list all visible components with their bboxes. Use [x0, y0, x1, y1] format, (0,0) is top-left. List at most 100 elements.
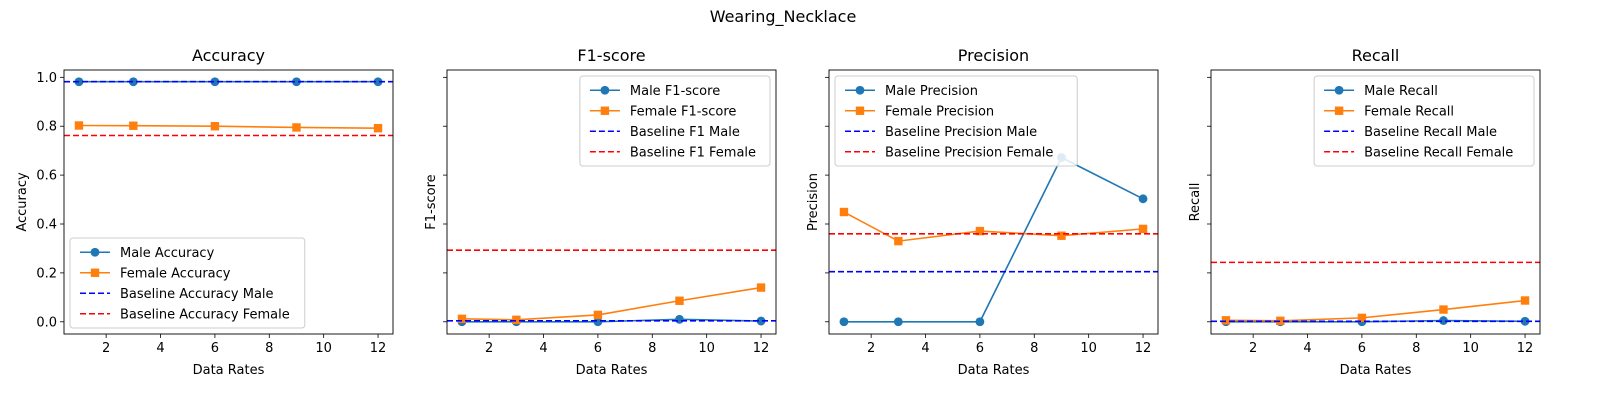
panel-3-xtick-label: 10	[1080, 341, 1097, 356]
panel-4-xtick-label: 8	[1412, 341, 1420, 356]
panel-4-legend-marker	[1334, 85, 1344, 95]
panel-4-xtick-label: 2	[1249, 341, 1257, 356]
panel-1-ytick-label: 0.4	[36, 218, 57, 233]
panel-2-series-2-marker	[457, 314, 467, 324]
panel-2-series-2-line	[461, 286, 762, 321]
panel-3-xlabel: Data Rates	[958, 363, 1030, 378]
panel-1-series-2-marker	[210, 122, 220, 131]
panel-3-xtick-label: 8	[1030, 341, 1038, 356]
panel-3-series-2-marker	[894, 236, 903, 246]
panel-1-xtick-label: 2	[102, 341, 110, 356]
panel-4-legend-label: Male Recall	[1364, 84, 1438, 99]
panel-4-series-1-marker	[1439, 316, 1448, 325]
panel-1-series-2-line	[78, 124, 379, 129]
panel-1-ylabel: Accuracy	[15, 172, 30, 232]
panel-3-series-2-marker	[1057, 231, 1066, 240]
panel-2-xlabel: Data Rates	[576, 363, 648, 378]
panel-2-xtick-label: 2	[485, 341, 493, 356]
panel-1-ytick-label: 0.6	[36, 169, 57, 184]
panel-2-ylabel: F1-score	[424, 174, 439, 229]
panel-3-series-1-marker	[893, 317, 903, 327]
panel-3-series-1-marker	[1138, 194, 1148, 204]
panel-1-plot-area	[64, 77, 393, 137]
panel-3-series-2-marker	[839, 207, 849, 217]
panel-2-legend-marker	[600, 85, 610, 95]
panel-2-xtick-label: 6	[594, 341, 602, 356]
panel-1-series-1-marker	[210, 77, 220, 87]
panel-1-legend-label: Female Accuracy	[120, 266, 231, 281]
panel-2-frame	[446, 69, 777, 335]
panel-4-plot-area	[1211, 261, 1540, 327]
panel-2-legend-label: Female F1-score	[630, 104, 737, 119]
panel-3-legend-label: Baseline Precision Male	[885, 125, 1037, 140]
panel-2-xtick-label: 12	[753, 341, 770, 356]
panel-4-legend-label: Baseline Recall Male	[1364, 125, 1497, 140]
panel-3-frame	[828, 69, 1159, 335]
panel-2-legend-label: Baseline F1 Male	[630, 125, 740, 140]
panel-4-legend-marker	[1334, 106, 1344, 115]
panel-2-legend-box	[579, 75, 771, 167]
panel-4-legend-box	[1313, 75, 1535, 167]
panel-1-title: Accuracy	[192, 46, 265, 65]
panel-1-xlabel: Data Rates	[193, 363, 265, 378]
panel-3: Precision 2 4 6 8 10 12 Data Rates Precision Male…	[806, 46, 1159, 378]
panel-2-xtick-label: 4	[539, 341, 547, 356]
panel-3-xtick-label: 4	[921, 341, 929, 356]
panel-2-series-2-marker	[756, 283, 766, 292]
panel-4-xtick-label: 6	[1358, 341, 1366, 356]
panel-1-legend-marker	[90, 268, 100, 277]
panel-4-xtick-label: 12	[1517, 341, 1534, 356]
panel-1-legend-label: Baseline Accuracy Male	[120, 287, 274, 302]
panel-3-series-2-line	[843, 211, 1144, 242]
panel-4-xtick-label: 4	[1303, 341, 1311, 356]
panel-2: F1-score 2 4 6 8 10 12 Data Rates F1-score Male F…	[424, 46, 777, 378]
panel-2-xtick-label: 10	[698, 341, 715, 356]
panel-2-series-1-marker	[756, 316, 766, 326]
panel-3-series-1-marker	[975, 317, 985, 327]
panel-1-series-1-marker	[292, 77, 301, 87]
panel-4-legend: Male Recall Female Recall Baseline Recall …	[1313, 75, 1535, 167]
panel-3-xtick-label: 6	[976, 341, 984, 356]
panel-1-series-2-marker	[373, 123, 383, 133]
panel-1-series-2-marker	[74, 121, 84, 130]
panel-3-legend-box	[834, 75, 1078, 167]
panel-1-series-1-marker	[128, 77, 138, 87]
panel-3-legend-marker	[855, 106, 865, 115]
panel-2-xtick-label: 8	[648, 341, 656, 356]
panel-1-series-2-marker	[129, 121, 138, 130]
panel-2-legend-label: Baseline F1 Female	[630, 145, 756, 160]
panel-2-plot-area	[447, 249, 776, 327]
panel-2-series-1-marker	[675, 314, 684, 324]
panel-4-series-2-marker	[1221, 316, 1231, 325]
panel-1-xtick-label: 12	[370, 341, 387, 356]
panel-1: Accuracy 2 4 6 8 10 12 0.0 0.2 0.4 0.6 0.8 1.0 Data R…	[15, 46, 394, 378]
panel-4: Recall 2 4 6 8 10 12 Data Rates Recall Male Recal…	[1188, 46, 1541, 378]
panel-3-xtick-label: 2	[867, 341, 875, 356]
panel-4-series-2-marker	[1439, 305, 1448, 314]
panel-1-series-2-marker	[292, 123, 301, 132]
panel-1-xtick-label: 4	[156, 341, 164, 356]
panel-4-legend-label: Baseline Recall Female	[1364, 145, 1513, 160]
panel-1-legend-marker	[90, 247, 100, 257]
panel-4-xlabel: Data Rates	[1340, 363, 1412, 378]
panel-1-legend: Male Accuracy Female Accuracy Baseline Acc…	[69, 237, 306, 329]
panel-1-series-1-marker	[373, 77, 383, 87]
panel-2-series-2-marker	[593, 310, 603, 320]
panel-2-legend-marker	[600, 106, 610, 115]
panel-2-title: F1-score	[577, 46, 645, 65]
panel-3-plot-area	[829, 153, 1158, 327]
panel-3-title: Precision	[958, 46, 1029, 65]
panel-2-series-2-marker	[512, 315, 521, 325]
panel-3-legend-label: Male Precision	[885, 84, 978, 99]
figure-title: Wearing_Necklace	[710, 7, 857, 27]
panel-1-ytick-label: 0.0	[36, 315, 57, 330]
panel-4-series-2-line	[1225, 299, 1526, 322]
panel-3-series-2-marker	[975, 226, 985, 236]
panel-4-series-2-marker	[1276, 316, 1285, 325]
panel-1-legend-label: Male Accuracy	[120, 246, 215, 261]
panel-3-series-2-marker	[1138, 224, 1148, 234]
panel-2-series-1-marker	[593, 317, 603, 327]
panel-4-xtick-label: 10	[1462, 341, 1479, 356]
panel-3-legend: Male Precision Female Precision Baseline P…	[834, 75, 1078, 167]
